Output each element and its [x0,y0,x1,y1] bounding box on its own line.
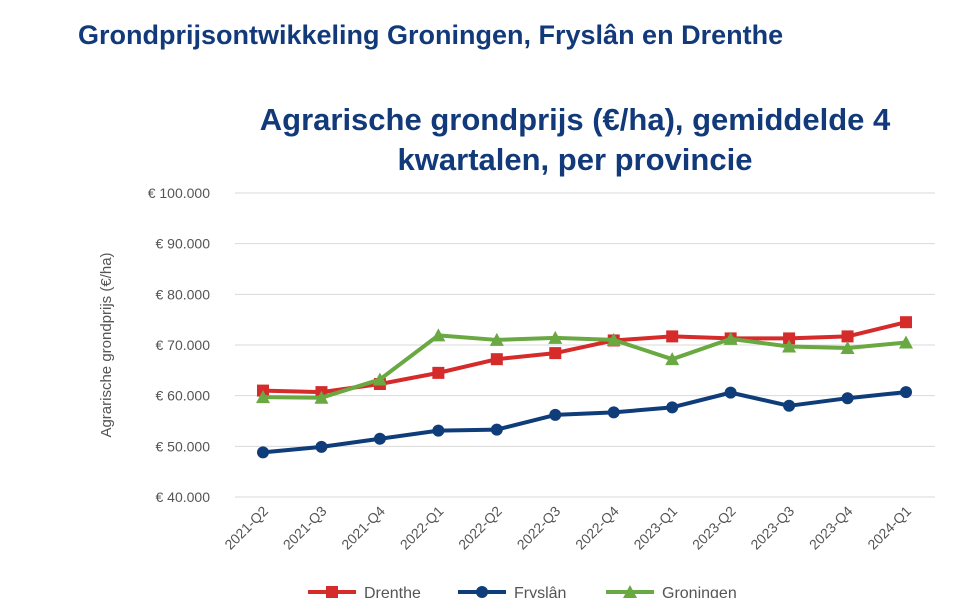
legend: Drenthe Fryslân Groningen [308,585,737,598]
x-axis-ticks: 2021-Q2 2021-Q3 2021-Q4 2022-Q1 2022-Q2 2022-… [221,503,914,553]
y-tick-label: € 70.000 [156,337,211,353]
data-point [373,432,386,445]
legend-item: Fryslân [458,585,566,598]
data-point [665,352,680,366]
series-line [262,390,907,455]
x-tick-label: 2022-Q3 [514,503,564,553]
data-point [490,353,503,366]
y-axis-label: Agrarische grondprijs (€/ha) [98,252,115,437]
x-tick-label: 2023-Q2 [689,503,739,553]
data-point [432,424,445,437]
y-tick-label: € 60.000 [156,388,211,404]
data-point [841,330,854,343]
y-tick-label: € 80.000 [156,286,211,302]
chart-title-line-2: kwartalen, per provincie [397,142,753,177]
series-group [256,316,913,459]
data-point [724,386,737,399]
legend-label: Fryslân [514,585,566,598]
x-tick-label: 2023-Q1 [630,503,680,553]
data-point [723,331,738,345]
data-point [840,341,855,355]
x-tick-label: 2023-Q3 [747,503,797,553]
series-line [262,333,907,400]
y-tick-label: € 40.000 [156,489,211,505]
data-point [623,585,637,598]
data-point [666,330,679,343]
data-point [372,372,387,386]
legend-item: Drenthe [308,585,421,598]
chart-title-line-1: Agrarische grondprijs (€/ha), gemiddelde… [259,102,891,137]
page-heading: Grondprijsontwikkeling Groningen, Fryslâ… [78,20,784,50]
data-point [549,408,562,421]
data-point [490,423,503,436]
data-point [900,386,912,399]
data-point [432,366,445,379]
data-point [548,330,563,344]
series-line [262,320,907,395]
data-point [256,390,270,404]
x-tick-label: 2024-Q1 [864,503,914,553]
data-point [607,406,620,419]
legend-label: Groningen [662,585,737,598]
data-point [666,401,679,414]
series-groningen [256,328,913,404]
x-tick-label: 2022-Q1 [397,503,447,553]
data-point [899,335,913,349]
data-point [257,446,269,459]
data-point [782,339,797,353]
x-tick-label: 2021-Q2 [221,503,271,553]
data-point [549,347,562,360]
data-point [326,586,338,598]
x-tick-label: 2022-Q2 [455,503,505,553]
x-tick-label: 2021-Q3 [280,503,330,553]
data-point [783,399,796,412]
legend-item: Groningen [606,585,737,598]
chart-title: Agrarische grondprijs (€/ha), gemiddelde… [230,100,920,180]
data-point [841,392,854,405]
y-axis-ticks: € 40.000 € 50.000 € 60.000 € 70.000 € 80.000… [148,185,211,505]
y-tick-label: € 50.000 [156,438,211,454]
x-tick-label: 2023-Q4 [806,503,856,553]
x-tick-label: 2022-Q4 [572,503,622,553]
legend-label: Drenthe [364,585,421,598]
data-point [315,440,328,453]
data-point [783,332,796,345]
y-tick-label: € 100.000 [148,185,210,201]
series-frysln [257,386,912,459]
data-point [900,316,912,329]
data-point [314,390,329,404]
data-point [606,332,621,346]
y-tick-label: € 90.000 [156,236,211,252]
data-point [489,332,504,346]
data-point [476,586,488,598]
x-tick-label: 2021-Q4 [338,503,388,553]
data-point [431,328,446,342]
